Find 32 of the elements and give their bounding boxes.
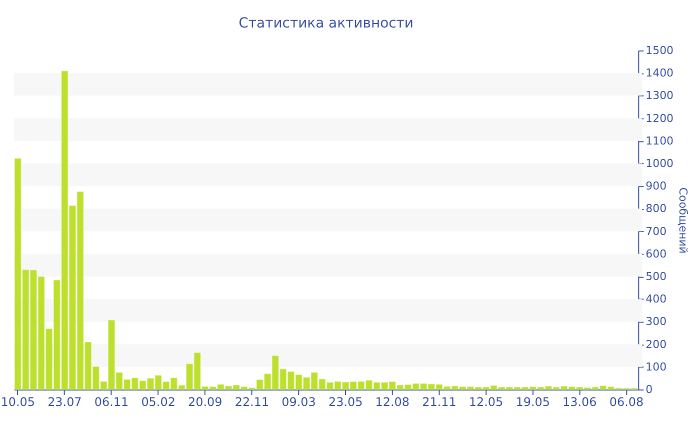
y-tick-label: 400	[646, 292, 667, 306]
y-tick-label: 0	[646, 382, 653, 396]
y-tick-label: 700	[646, 224, 667, 238]
y-tick-label: 1100	[646, 134, 674, 148]
y-tick-label: 100	[646, 360, 667, 374]
y-axis-title: Сообщений	[676, 187, 690, 254]
y-tick-label: 1300	[646, 89, 674, 102]
x-tick-label: 06.11	[94, 394, 129, 409]
x-tick-label: 23.07	[48, 394, 82, 409]
x-tick-label: 13.06	[562, 394, 597, 409]
x-tick-label: 23.05	[328, 394, 363, 409]
x-tick-label: 12.08	[375, 394, 410, 409]
y-tick-label: 500	[646, 270, 667, 283]
y-tick-label: 1400	[646, 66, 674, 80]
y-tick-label: 1200	[646, 112, 674, 125]
x-tick-label: 20.09	[188, 394, 222, 409]
y-tick-label: 1000	[646, 156, 674, 170]
x-tick-label: 12.05	[468, 394, 504, 409]
y-tick-label: 600	[646, 247, 667, 260]
x-tick-label: 10.05	[0, 394, 35, 409]
x-tick-label: 22.11	[234, 394, 270, 409]
x-tick-label: 21.11	[422, 394, 456, 409]
y-tick-label: 300	[646, 315, 667, 328]
x-tick-label: 05.02	[141, 394, 176, 409]
chart-title: Статистика активности	[238, 16, 414, 32]
y-tick-label: 200	[646, 338, 667, 351]
x-tick-label: 06.08	[609, 394, 644, 409]
y-tick-label: 800	[646, 202, 667, 216]
x-tick-label: 19.05	[516, 394, 550, 409]
y-tick-label: 1500	[646, 44, 674, 57]
x-tick-label: 09.03	[282, 394, 316, 409]
y-tick-label: 900	[646, 180, 667, 193]
